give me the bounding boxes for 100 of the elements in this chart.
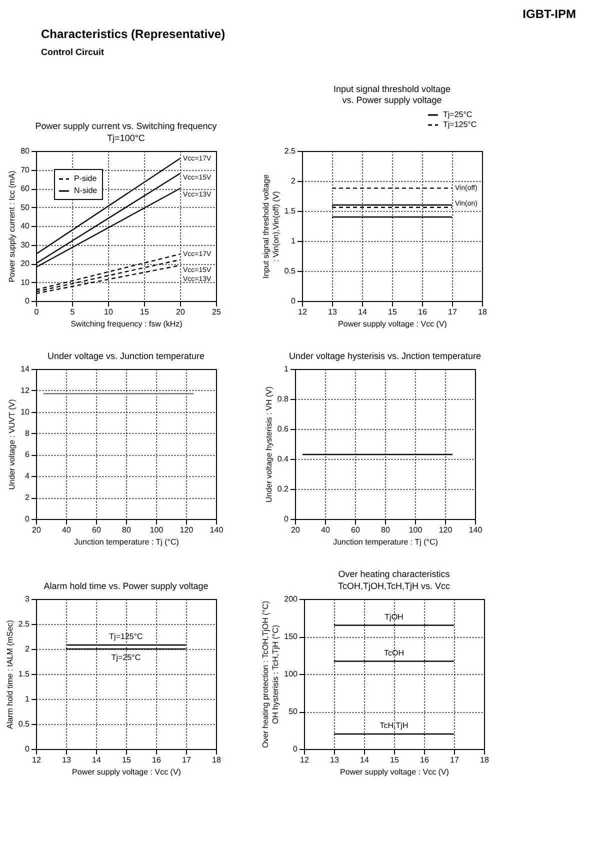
x-tick-label: 13 [330, 756, 340, 764]
x-tick-label: 12 [300, 756, 310, 764]
x-tick-label: 13 [62, 756, 72, 764]
chart-title: Input signal threshold voltage vs. Power supply voltage [333, 84, 451, 105]
x-tick-label: 40 [321, 526, 330, 534]
y-tick-label: 2 [25, 493, 30, 502]
x-tick-label: 80 [122, 526, 132, 534]
x-tick-label: 14 [360, 756, 370, 764]
y-tick-label: 1 [291, 236, 296, 246]
y-tick-label: 0.2 [277, 484, 290, 494]
x-axis-title: Power supply voltage : Vcc (V) [340, 768, 450, 776]
annotation: TcOH [384, 648, 404, 658]
x-tick-label: 12 [298, 308, 308, 316]
x-tick-label: 15 [388, 308, 398, 316]
x-axis-title: Power supply voltage : Vcc (V) [338, 320, 448, 328]
y-tick-label: 0 [291, 296, 296, 306]
y-tick-label: 0 [293, 744, 298, 754]
x-tick-label: 18 [212, 756, 222, 764]
y-tick-label: 14 [20, 364, 30, 374]
x-tick-label: 100 [150, 526, 164, 534]
x-tick-label: 60 [351, 526, 360, 534]
y-axis-title: Under voltage hysterisis : VH (V) [264, 386, 274, 503]
text: Control Circuit [41, 47, 104, 57]
y-tick-label: 8 [25, 428, 30, 438]
y-axis-title: Alarm hold time : tALM (mSec) [5, 620, 14, 729]
x-tick-label: 15 [122, 756, 132, 764]
y-tick-label: 0 [25, 296, 30, 306]
x-tick-label: 14 [358, 308, 368, 316]
y-axis-title: Input signal threshold voltage : Vin(on),Vin(off) (V) [261, 174, 280, 279]
y-tick-label: 30 [20, 240, 30, 250]
x-tick-label: 18 [478, 308, 488, 316]
y-tick-label: 10 [20, 278, 30, 287]
y-tick-label: 2 [25, 644, 30, 654]
y-tick-label: 50 [288, 707, 298, 716]
text: Characteristics (Representative) [41, 27, 226, 41]
y-tick-label: 80 [20, 146, 30, 156]
x-axis-title: Switching frequency : fsw (kHz) [70, 320, 183, 328]
y-tick-label: 70 [20, 165, 30, 174]
x-axis-title: Power supply voltage : Vcc (V) [72, 768, 182, 776]
x-tick-label: 25 [212, 308, 222, 316]
annotation: TcH,TjH [380, 721, 408, 730]
x-tick-label: 40 [62, 526, 72, 534]
x-tick-label: 10 [104, 308, 114, 316]
y-axis-title: Under voltage : VUVT (V) [8, 398, 17, 490]
x-tick-label: 16 [420, 756, 430, 764]
y-tick-label: 10 [20, 407, 30, 416]
y-tick-label: 100 [284, 670, 298, 678]
y-tick-label: 200 [284, 594, 298, 604]
chart-title: Under voltage hysterisis vs. Jnction temperature [288, 351, 482, 361]
annotation: Tj=25°C [111, 653, 141, 662]
y-tick-label: 12 [20, 386, 30, 395]
y-tick-label: 6 [25, 450, 30, 460]
x-tick-label: 15 [390, 756, 400, 764]
x-tick-label: 15 [140, 308, 150, 316]
y-tick-label: 0 [284, 514, 290, 524]
chart-title: Over heating characteristics [338, 569, 450, 579]
x-tick-label: 17 [448, 308, 458, 316]
y-tick-label: 20 [20, 259, 30, 268]
y-axis-title: Over heating protection : TcOH,TjOH (°C) OH hysterisis : TcH,TjH (°C) [261, 600, 280, 748]
y-tick-label: 1 [284, 364, 290, 374]
y-tick-label: 0.4 [277, 454, 290, 464]
x-tick-label: 120 [438, 526, 453, 534]
y-tick-label: 2.5 [284, 146, 296, 156]
y-tick-label: 1 [25, 694, 30, 704]
x-tick-label: 5 [70, 308, 76, 316]
x-tick-label: 14 [92, 756, 102, 764]
y-tick-label: 1.5 [18, 670, 30, 678]
x-tick-label: 140 [210, 526, 224, 534]
x-tick-label: 20 [32, 526, 42, 534]
x-tick-label: 100 [408, 526, 423, 534]
y-tick-label: 0.6 [277, 424, 290, 434]
y-tick-label: 4 [25, 472, 30, 481]
y-tick-label: 0.5 [18, 720, 30, 728]
legend-label: Tj=125°C [443, 120, 477, 129]
x-tick-label: 13 [328, 308, 338, 316]
x-tick-label: 16 [418, 308, 428, 316]
x-tick-label: 0 [34, 308, 40, 316]
legend-label: N-side [74, 186, 98, 195]
legend-label: P-side [74, 174, 98, 183]
x-tick-label: 20 [176, 308, 186, 316]
chart-title: Alarm hold time vs. Power supply voltage [44, 581, 208, 591]
y-tick-label: 0 [25, 744, 30, 754]
y-tick-label: 0 [25, 514, 30, 524]
x-tick-label: 120 [180, 526, 194, 534]
y-axis-title: Power supply current : Icc (mA) [8, 170, 17, 282]
y-tick-label: 60 [20, 184, 30, 193]
annotation: TjOH [384, 612, 404, 622]
annotation: Tj=125°C [109, 632, 144, 641]
x-axis-title: Junction temperature : Tj (°C) [74, 538, 180, 546]
chart-title: Power supply current vs. Switching frequency [35, 121, 218, 131]
x-tick-label: 60 [92, 526, 102, 534]
y-tick-label: 0.8 [277, 394, 290, 404]
y-tick-label: 3 [25, 594, 30, 604]
y-tick-label: 2 [291, 176, 296, 186]
y-tick-label: 0.5 [284, 266, 296, 276]
y-tick-label: 2.5 [18, 620, 30, 628]
x-tick-label: 140 [468, 526, 483, 534]
y-tick-label: 50 [20, 202, 30, 212]
y-tick-label: 150 [284, 632, 298, 641]
x-tick-label: 80 [381, 526, 390, 534]
